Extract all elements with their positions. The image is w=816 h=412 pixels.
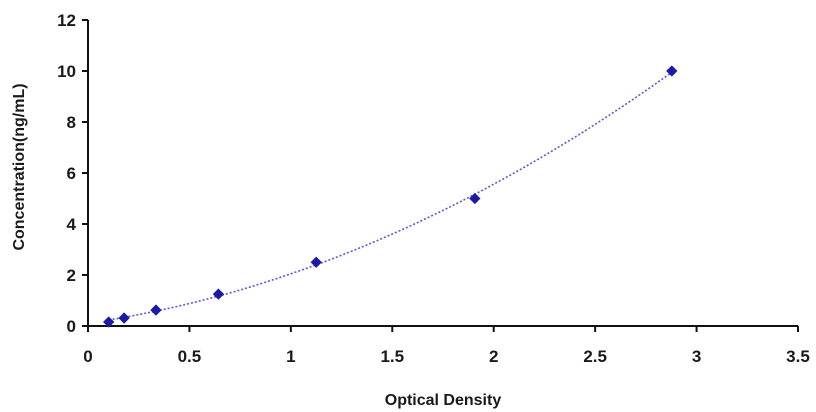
trendline (108, 71, 673, 321)
data-point (150, 304, 162, 316)
y-axis-title: Concentration(ng/mL) (11, 83, 28, 250)
data-point (666, 65, 678, 77)
y-tick-label: 0 (67, 317, 76, 336)
data-point (310, 256, 322, 268)
y-ticks: 0 2 4 6 8 10 12 (57, 11, 88, 336)
x-axis-title: Optical Density (385, 392, 502, 409)
data-point (212, 288, 225, 300)
y-tick-label: 12 (57, 11, 76, 30)
x-tick-label: 0.5 (178, 347, 202, 366)
axes: 0 0.5 1 1.5 2 2.5 3 3.5 0 2 4 6 8 10 12 (57, 11, 810, 366)
x-tick-label: 1.5 (380, 347, 404, 366)
y-tick-label: 6 (67, 164, 76, 183)
x-tick-label: 2.5 (583, 347, 607, 366)
data-points (103, 65, 678, 328)
x-tick-label: 3.5 (786, 347, 810, 366)
y-tick-label: 4 (67, 215, 77, 234)
y-tick-label: 8 (67, 113, 76, 132)
y-tick-label: 2 (67, 266, 76, 285)
x-ticks: 0 0.5 1 1.5 2 2.5 3 3.5 (83, 326, 810, 366)
x-tick-label: 1 (286, 347, 295, 366)
data-point (118, 312, 130, 324)
x-tick-label: 2 (489, 347, 498, 366)
x-tick-label: 0 (83, 347, 92, 366)
data-point (469, 192, 481, 205)
x-tick-label: 3 (692, 347, 701, 366)
y-tick-label: 10 (57, 62, 76, 81)
